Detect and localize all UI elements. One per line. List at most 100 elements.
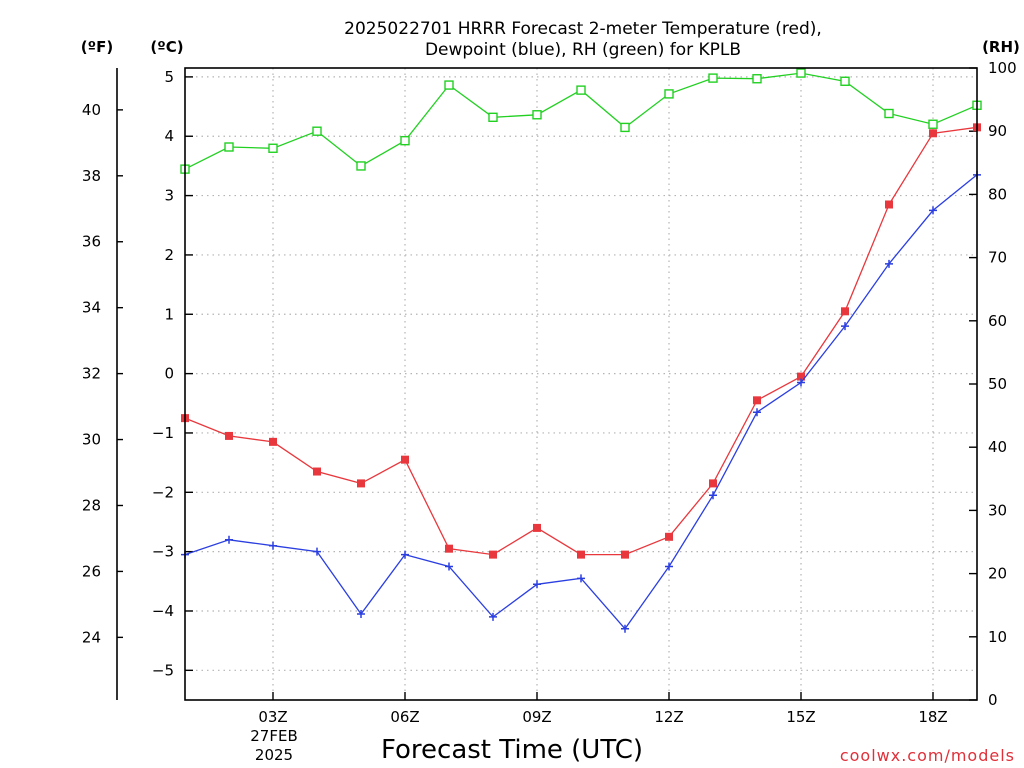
fahrenheit-tick-label: 38 <box>82 167 101 185</box>
credit-label: coolwx.com/models <box>840 746 1015 765</box>
celsius-tick-label: −4 <box>152 602 174 620</box>
x-tick-label: 03Z <box>258 708 287 726</box>
celsius-tick-label: 1 <box>164 305 174 323</box>
rh-tick-label: 100 <box>988 59 1017 77</box>
x-tick-label: 09Z <box>522 708 551 726</box>
fahrenheit-tick-label: 26 <box>82 562 101 580</box>
rh-tick-label: 20 <box>988 565 1007 583</box>
x-tick-label: 12Z <box>654 708 683 726</box>
temperature-point <box>269 437 277 446</box>
grid-lines <box>185 68 977 700</box>
temperature-point <box>885 200 893 209</box>
rh-point <box>664 89 674 99</box>
chart-title-line2: Dewpoint (blue), RH (green) for KPLB <box>425 40 741 60</box>
rh-point <box>708 73 718 83</box>
dewpoint-series-line <box>184 174 978 630</box>
dewpoint-point <box>665 562 673 571</box>
x-axis-title: Forecast Time (UTC) <box>381 735 643 765</box>
rh-point <box>224 142 234 152</box>
temperature-point <box>533 523 541 532</box>
dewpoint-point <box>577 574 585 583</box>
rh-point <box>620 122 630 133</box>
dewpoint-point <box>357 609 365 618</box>
temperature-point <box>401 455 409 464</box>
dewpoint-point <box>709 491 717 500</box>
chart-title-line1: 2025022701 HRRR Forecast 2-meter Tempera… <box>344 19 822 39</box>
series-layer <box>180 68 982 633</box>
fahrenheit-tick-label: 40 <box>82 101 101 119</box>
rh-point <box>928 119 938 129</box>
celsius-tick-label: 0 <box>164 365 174 383</box>
fahrenheit-tick-label: 36 <box>82 233 101 251</box>
temperature-point <box>797 372 805 381</box>
x-date-label-line1: 27FEB <box>250 727 297 745</box>
celsius-tick-label: 5 <box>164 68 174 86</box>
rh-tick-label: 40 <box>988 438 1007 456</box>
dewpoint-point <box>445 562 453 571</box>
dewpoint-point <box>753 408 761 417</box>
temperature-point <box>929 129 937 138</box>
fahrenheit-tick-label: 34 <box>82 299 101 317</box>
rh-tick-label: 10 <box>988 628 1007 646</box>
dewpoint-point <box>621 624 629 633</box>
dewpoint-point <box>885 259 893 268</box>
temperature-point <box>445 544 453 553</box>
temperature-point <box>489 550 497 559</box>
dewpoint-point <box>489 612 497 621</box>
temperature-point <box>357 479 365 488</box>
rh-point <box>444 80 454 90</box>
axis-ticks: 03Z 06Z 09Z 12Z 15Z 18Z−5−4−3−2−1012345242628… <box>82 59 1017 726</box>
fahrenheit-tick-label: 28 <box>82 496 101 514</box>
temperature-point <box>621 550 629 559</box>
x-tick-label: 15Z <box>786 708 815 726</box>
fahrenheit-tick-label: 30 <box>82 431 101 449</box>
x-tick-label: 06Z <box>390 708 419 726</box>
temperature-point <box>709 479 717 488</box>
rh-point <box>356 161 366 171</box>
temperature-series-line <box>184 126 978 556</box>
rh-point <box>796 68 806 78</box>
dewpoint-point <box>841 322 849 331</box>
rh-tick-label: 30 <box>988 501 1007 519</box>
dewpoint-point <box>313 547 321 556</box>
rh-tick-label: 80 <box>988 185 1007 203</box>
celsius-tick-label: −2 <box>152 483 174 501</box>
x-tick-label: 18Z <box>918 708 947 726</box>
rh-point <box>840 76 850 86</box>
fahrenheit-tick-label: 24 <box>82 628 101 646</box>
rh-point <box>488 112 498 122</box>
x-date-label-line2: 2025 <box>255 746 293 764</box>
celsius-tick-label: 4 <box>164 127 174 145</box>
celsius-unit-label: (ºC) <box>150 38 183 56</box>
rh-point <box>400 135 410 146</box>
temperature-point <box>313 467 321 476</box>
rh-point <box>752 74 762 84</box>
dewpoint-point <box>797 378 805 387</box>
rh-point <box>576 85 586 95</box>
rh-point <box>532 110 542 120</box>
rh-tick-label: 90 <box>988 122 1007 140</box>
temperature-point <box>577 550 585 559</box>
dewpoint-point <box>929 206 937 215</box>
plot-frame <box>184 67 978 701</box>
celsius-tick-label: 3 <box>164 187 174 205</box>
temperature-point <box>753 396 761 405</box>
dewpoint-point <box>401 550 409 559</box>
rh-tick-label: 70 <box>988 249 1007 267</box>
rh-point <box>268 143 278 153</box>
temperature-point <box>841 307 849 316</box>
dewpoint-point <box>533 580 541 589</box>
fahrenheit-unit-label: (ºF) <box>81 38 113 56</box>
dewpoint-point <box>269 541 277 550</box>
celsius-tick-label: 2 <box>164 246 174 264</box>
celsius-tick-label: −5 <box>152 661 174 679</box>
dewpoint-point <box>225 535 233 544</box>
temperature-point <box>225 431 233 440</box>
rh-tick-label: 0 <box>988 691 998 709</box>
temperature-point <box>665 532 673 541</box>
rh-point <box>884 108 894 119</box>
rh-point <box>312 126 322 136</box>
celsius-tick-label: −1 <box>152 424 174 442</box>
rh-unit-label: (RH) <box>982 38 1020 56</box>
